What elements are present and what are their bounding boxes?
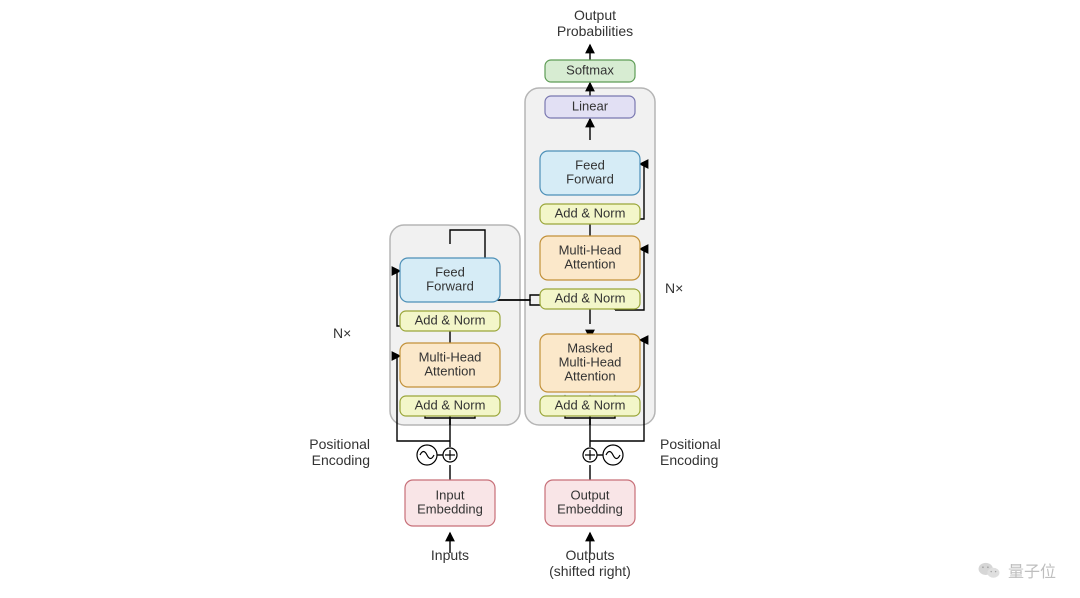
- decoder-addnorm-2-label: Add & Norm: [555, 290, 626, 305]
- encoder-feed-forward-label: Forward: [426, 278, 474, 293]
- svg-text:Probabilities: Probabilities: [557, 23, 633, 39]
- label-inputs: Inputs: [431, 547, 469, 563]
- svg-text:Positional: Positional: [309, 436, 370, 452]
- label-outputs: Outputs(shifted right): [549, 547, 631, 579]
- input-embedding: InputEmbedding: [405, 480, 495, 526]
- input-embedding-label: Embedding: [417, 501, 483, 516]
- svg-text:N×: N×: [333, 325, 351, 341]
- label-positional-encoding-right: PositionalEncoding: [660, 436, 721, 468]
- encoder-multihead-attention-label: Multi-Head: [419, 349, 482, 364]
- label-nx-decoder: N×: [665, 280, 683, 296]
- decoder-masked-multihead-attention-label: Attention: [564, 368, 615, 383]
- output-embedding-label: Output: [570, 487, 609, 502]
- encoder-multihead-attention: Multi-HeadAttention: [400, 343, 500, 387]
- svg-text:Positional: Positional: [660, 436, 721, 452]
- linear: Linear: [545, 96, 635, 118]
- encoder-feed-forward-label: Feed: [435, 264, 465, 279]
- encoder-addnorm-1: Add & Norm: [400, 396, 500, 416]
- encoder-feed-forward: FeedForward: [400, 258, 500, 302]
- svg-text:Output: Output: [574, 7, 616, 23]
- decoder-addnorm-1: Add & Norm: [540, 396, 640, 416]
- svg-text:Outputs: Outputs: [565, 547, 614, 563]
- output-embedding-label: Embedding: [557, 501, 623, 516]
- decoder-masked-multihead-attention-label: Multi-Head: [559, 354, 622, 369]
- decoder-feed-forward-label: Forward: [566, 171, 614, 186]
- svg-text:N×: N×: [665, 280, 683, 296]
- transformer-architecture-diagram: InputEmbeddingMulti-HeadAttentionAdd & N…: [0, 0, 1080, 598]
- encoder-addnorm-1-label: Add & Norm: [415, 397, 486, 412]
- label-positional-encoding-left: PositionalEncoding: [309, 436, 370, 468]
- input-embedding-label: Input: [436, 487, 465, 502]
- linear-label: Linear: [572, 98, 609, 113]
- decoder-feed-forward-label: Feed: [575, 157, 605, 172]
- decoder-cross-multihead-attention: Multi-HeadAttention: [540, 236, 640, 280]
- svg-text:Inputs: Inputs: [431, 547, 469, 563]
- decoder-masked-multihead-attention: MaskedMulti-HeadAttention: [540, 334, 640, 392]
- label-output-probabilities: OutputProbabilities: [557, 7, 633, 39]
- watermark: 量子位: [978, 558, 1056, 582]
- pos-enc-decoder: [603, 445, 623, 465]
- pos-add-encoder: [443, 448, 457, 462]
- encoder-multihead-attention-label: Attention: [424, 363, 475, 378]
- wechat-icon: [978, 561, 1000, 579]
- svg-text:(shifted right): (shifted right): [549, 563, 631, 579]
- output-embedding: OutputEmbedding: [545, 480, 635, 526]
- label-nx-encoder: N×: [333, 325, 351, 341]
- softmax-label: Softmax: [566, 62, 614, 77]
- decoder-addnorm-3: Add & Norm: [540, 204, 640, 224]
- decoder-masked-multihead-attention-label: Masked: [567, 340, 613, 355]
- softmax: Softmax: [545, 60, 635, 82]
- decoder-cross-multihead-attention-label: Multi-Head: [559, 242, 622, 257]
- decoder-addnorm-2: Add & Norm: [540, 289, 640, 309]
- watermark-text: 量子位: [1008, 558, 1056, 582]
- decoder-addnorm-3-label: Add & Norm: [555, 205, 626, 220]
- decoder-addnorm-1-label: Add & Norm: [555, 397, 626, 412]
- encoder-addnorm-2-label: Add & Norm: [415, 312, 486, 327]
- encoder-addnorm-2: Add & Norm: [400, 311, 500, 331]
- pos-add-decoder: [583, 448, 597, 462]
- decoder-feed-forward: FeedForward: [540, 151, 640, 195]
- svg-text:Encoding: Encoding: [312, 452, 370, 468]
- decoder-cross-multihead-attention-label: Attention: [564, 256, 615, 271]
- pos-enc-encoder: [417, 445, 437, 465]
- svg-text:Encoding: Encoding: [660, 452, 718, 468]
